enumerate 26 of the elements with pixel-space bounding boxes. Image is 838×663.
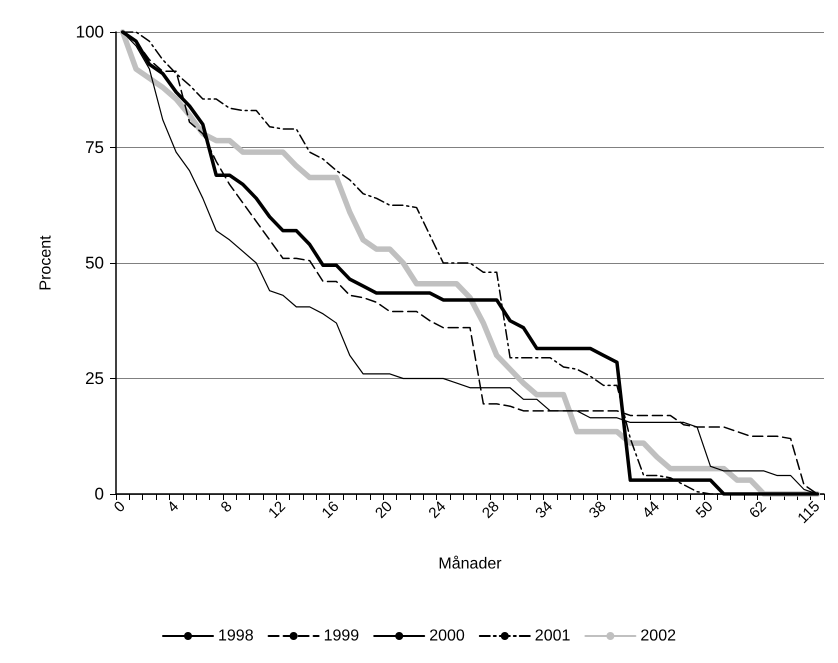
x-tick-label: 34 — [532, 498, 556, 522]
y-tick-label: 50 — [85, 254, 104, 272]
y-tick-label: 100 — [76, 22, 104, 42]
x-tick-label: 8 — [218, 498, 236, 516]
legend-label: 1999 — [324, 628, 360, 644]
x-tick-label: 4 — [164, 498, 182, 516]
x-tick-label: 50 — [692, 498, 716, 522]
legend-label: 2001 — [534, 628, 570, 644]
x-tick-label: 115 — [794, 498, 824, 527]
legend-label: 1998 — [218, 628, 254, 644]
x-tick-label: 44 — [639, 498, 664, 522]
x-tick-label: 24 — [425, 498, 450, 522]
x-tick-label: 0 — [110, 498, 129, 516]
y-tick-label: 75 — [85, 138, 104, 157]
x-tick-label: 20 — [372, 498, 396, 522]
legend-label: 2000 — [429, 628, 465, 644]
x-axis-title: Månader — [438, 556, 502, 572]
y-axis-title: Procent — [38, 234, 54, 291]
x-tick-label: 62 — [746, 498, 770, 522]
x-tick-label: 28 — [478, 498, 503, 522]
legend-label: 2002 — [640, 628, 676, 644]
x-tick-label: 38 — [586, 498, 610, 522]
x-tick-label: 16 — [318, 498, 342, 522]
x-tick-label: 12 — [265, 498, 289, 522]
y-tick-label: 25 — [85, 369, 104, 388]
y-tick-label: 0 — [94, 484, 104, 504]
